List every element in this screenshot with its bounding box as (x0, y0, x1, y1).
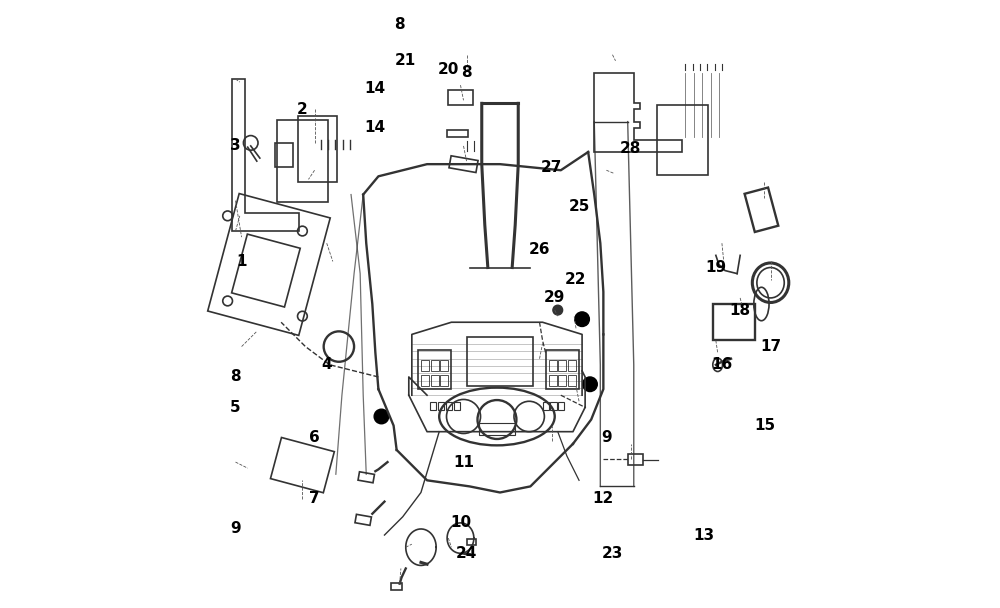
Text: 26: 26 (529, 242, 550, 257)
Bar (628, 454, 643, 465)
Bar (440, 375, 448, 386)
Circle shape (553, 305, 563, 315)
Bar (446, 402, 452, 410)
Text: 7: 7 (309, 491, 320, 506)
Bar (431, 375, 439, 386)
Bar (550, 402, 557, 410)
Bar (568, 360, 576, 371)
Text: 17: 17 (760, 339, 781, 354)
Text: 27: 27 (541, 160, 562, 174)
Text: 1: 1 (236, 254, 247, 269)
Text: 12: 12 (593, 491, 614, 506)
Bar (558, 360, 566, 371)
Bar (421, 375, 429, 386)
Text: 3: 3 (230, 139, 241, 153)
Text: 6: 6 (309, 430, 320, 445)
Text: 8: 8 (230, 370, 241, 384)
Text: 29: 29 (544, 291, 565, 305)
Bar (454, 402, 460, 410)
Bar (431, 360, 439, 371)
Text: 28: 28 (620, 142, 641, 156)
Bar (467, 337, 533, 386)
Text: 8: 8 (394, 17, 405, 32)
Text: 8: 8 (461, 66, 472, 80)
Text: 15: 15 (754, 418, 775, 433)
Text: 14: 14 (365, 120, 386, 135)
Text: 2: 2 (297, 102, 308, 117)
Text: 21: 21 (395, 54, 416, 68)
Text: 22: 22 (565, 272, 587, 287)
Bar (430, 402, 436, 410)
Circle shape (583, 377, 597, 392)
Text: 23: 23 (602, 546, 623, 561)
Bar (549, 360, 557, 371)
Bar (568, 375, 576, 386)
Bar (440, 360, 448, 371)
Bar (438, 402, 444, 410)
Bar (546, 350, 579, 389)
Text: 24: 24 (456, 546, 477, 561)
Text: 25: 25 (568, 199, 590, 214)
Text: 4: 4 (321, 358, 332, 372)
Bar (558, 402, 564, 410)
Text: 9: 9 (601, 430, 612, 445)
Text: 9: 9 (230, 522, 241, 536)
Bar (558, 375, 566, 386)
Bar (418, 350, 451, 389)
Circle shape (575, 312, 589, 326)
Text: 18: 18 (730, 303, 751, 317)
Text: 19: 19 (705, 260, 726, 275)
Bar (549, 375, 557, 386)
Text: 5: 5 (230, 400, 241, 415)
Text: 16: 16 (711, 358, 733, 372)
Text: 20: 20 (438, 63, 459, 77)
Circle shape (374, 409, 389, 424)
Bar (479, 423, 515, 435)
Bar (421, 360, 429, 371)
Bar (543, 402, 549, 410)
Text: 13: 13 (693, 528, 714, 542)
Text: 11: 11 (453, 455, 474, 469)
Text: 14: 14 (365, 81, 386, 95)
Text: 10: 10 (450, 516, 471, 530)
